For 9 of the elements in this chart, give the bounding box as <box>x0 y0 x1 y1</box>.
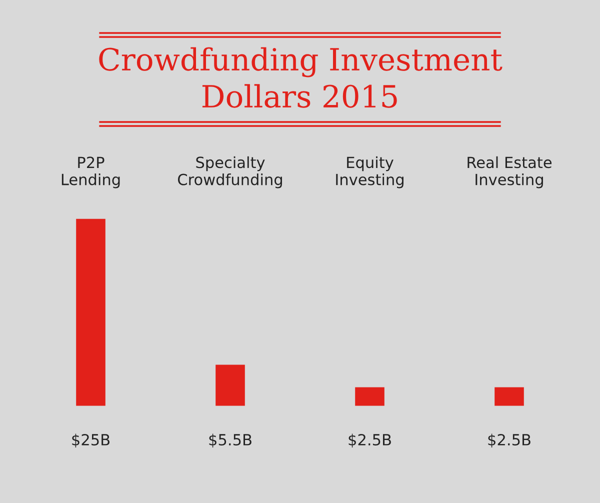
x-tick-label: P2P Lending <box>62 156 120 188</box>
x-tick-label: Real Estate Investing <box>468 156 552 188</box>
chart-title: Crowdfunding Investment Dollars 2015 <box>99 47 502 108</box>
x-tick-label: Equity Investing <box>336 156 404 188</box>
data-label: $25B <box>72 434 110 448</box>
data-label: $5.5B <box>209 434 252 448</box>
data-label: $2.5B <box>348 434 391 448</box>
data-label: $2.5B <box>488 434 530 448</box>
x-tick-label: Specialty Crowdfunding <box>178 156 282 188</box>
